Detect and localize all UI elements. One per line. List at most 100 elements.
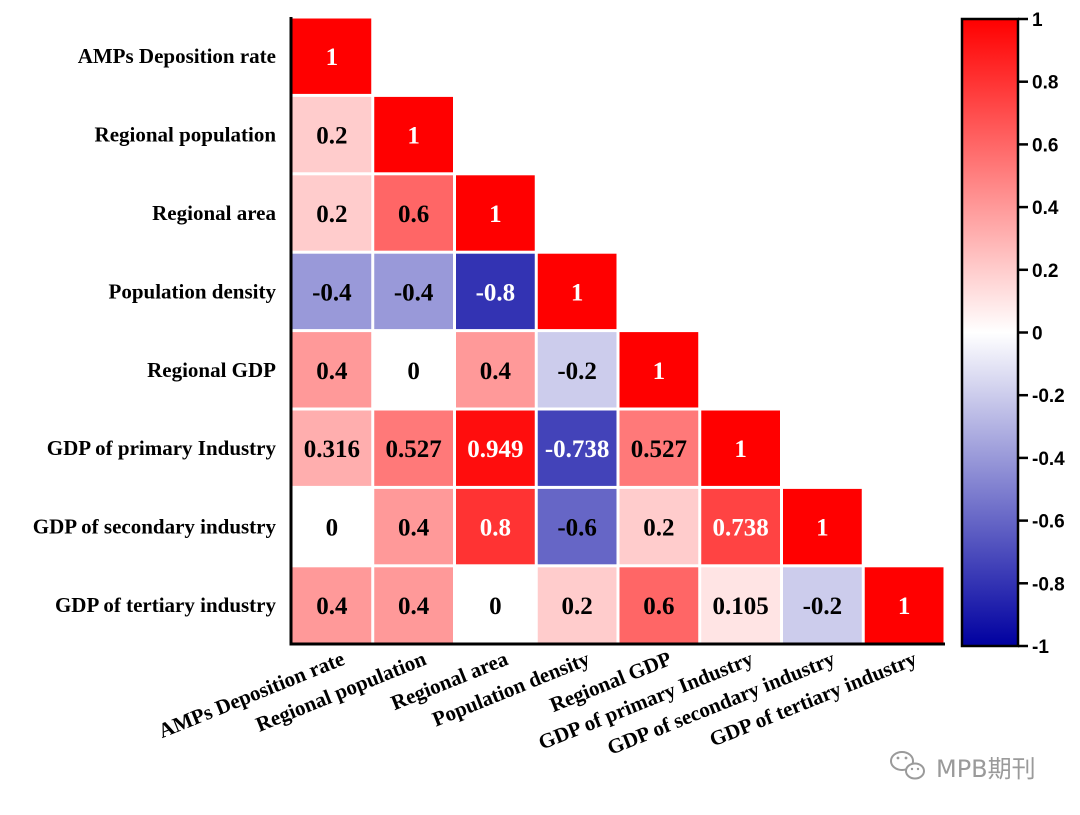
heatmap-cell [374, 488, 453, 565]
heatmap-cell [374, 253, 453, 330]
colorbar-tick-label: 0.2 [1032, 261, 1058, 282]
heatmap-cell [701, 410, 780, 486]
row-label: Regional GDP [147, 358, 276, 382]
heatmap-cell [292, 332, 372, 408]
cell-value-label: -0.2 [557, 358, 597, 385]
cell-value-label: 0.4 [316, 593, 348, 620]
cell-value-label: 0.4 [316, 358, 348, 385]
cell-value-label: 0.4 [480, 358, 512, 385]
row-label: AMPs Deposition rate [78, 44, 276, 68]
cell-value-label: -0.8 [476, 279, 516, 306]
heatmap-cell [292, 18, 372, 94]
cell-value-label: 0.6 [398, 201, 429, 228]
colorbar-tick-label: 1 [1032, 10, 1043, 31]
heatmap-cell [292, 567, 372, 643]
heatmap-cell [537, 488, 617, 565]
colorbar-tick-label: -1 [1032, 637, 1049, 658]
colorbar-tick-label: -0.8 [1032, 574, 1065, 595]
cell-value-label: 0 [407, 358, 420, 385]
heatmap-cell [374, 175, 453, 251]
heatmap-cells: 1 0.2 1 0.2 0.6 1 -0.4 -0.4 -0.8 1 0.4 0 0.4 -0.2 1 0.3… [292, 18, 944, 643]
row-label: Regional area [152, 201, 276, 225]
row-label: GDP of primary Industry [47, 436, 277, 460]
row-label: GDP of secondary industry [33, 515, 277, 539]
heatmap-cell [292, 488, 372, 565]
cell-value-label: 0.6 [643, 593, 674, 620]
heatmap-cell [619, 410, 699, 486]
watermark: MPB期刊 [890, 751, 1036, 783]
cell-value-label: 0.316 [304, 436, 360, 463]
row-labels: AMPs Deposition rate Regional population R… [33, 44, 277, 617]
heatmap-cell [456, 253, 535, 330]
cell-value-label: 0.2 [643, 515, 674, 542]
colorbar-tick-label: 0.6 [1032, 135, 1058, 156]
heatmap-cell [537, 567, 617, 643]
heatmap-cell [701, 567, 780, 643]
heatmap-cell [374, 96, 453, 173]
heatmap-cell [292, 96, 372, 173]
heatmap-cell [864, 567, 944, 643]
heatmap-cell [456, 567, 535, 643]
colorbar-tick-label: 0.8 [1032, 73, 1058, 94]
heatmap-cell [619, 567, 699, 643]
heatmap-cell [619, 332, 699, 408]
cell-value-label: 0.949 [467, 436, 523, 463]
colorbar-tick-label: -0.6 [1032, 512, 1065, 533]
heatmap-cell [456, 175, 535, 251]
colorbar-ticks: 1 0.8 0.6 0.4 0.2 0 -0.2 -0.4 -0.6 -0.8 -1 [1018, 10, 1065, 658]
cell-value-label: 0.8 [480, 515, 511, 542]
cell-value-label: 0.527 [386, 436, 442, 463]
heatmap-cell [292, 175, 372, 251]
axis-lines [289, 17, 945, 646]
heatmap-cell [537, 253, 617, 330]
cell-value-label: 0 [326, 515, 339, 542]
cell-value-label: 1 [489, 201, 502, 228]
heatmap-cell [374, 567, 453, 643]
colorbar-tick-label: -0.2 [1032, 386, 1065, 407]
cell-value-label: -0.4 [312, 279, 352, 306]
cell-value-label: 0.2 [316, 123, 347, 150]
watermark-text: MPB期刊 [936, 755, 1036, 783]
cell-value-label: 0.527 [631, 436, 687, 463]
cell-value-label: 1 [653, 358, 666, 385]
colorbar-tick-label: 0.4 [1032, 198, 1059, 219]
cell-value-label: 0.105 [713, 593, 769, 620]
cell-value-label: 1 [816, 515, 829, 542]
heatmap-cell [537, 410, 617, 486]
heatmap-cell [783, 567, 862, 643]
heatmap-cell [292, 253, 372, 330]
heatmap-cell [783, 488, 862, 565]
wechat-icon [890, 751, 925, 780]
colorbar [960, 17, 1020, 648]
heatmap-cell [456, 332, 535, 408]
heatmap-cell [456, 410, 535, 486]
cell-value-label: 0.2 [316, 201, 347, 228]
cell-value-label: 0.4 [398, 593, 430, 620]
cell-value-label: 1 [407, 123, 420, 150]
cell-value-label: -0.2 [803, 593, 843, 620]
colorbar-tick-label: -0.4 [1032, 449, 1065, 470]
heatmap-cell [456, 488, 535, 565]
cell-value-label: 0 [489, 593, 502, 620]
cell-value-label: 1 [734, 436, 747, 463]
row-label: Regional population [95, 123, 277, 147]
heatmap-cell [292, 410, 372, 486]
cell-value-label: -0.738 [545, 436, 610, 463]
cell-value-label: -0.4 [394, 279, 434, 306]
cell-value-label: 0.738 [713, 515, 769, 542]
cell-value-label: 1 [898, 593, 911, 620]
heatmap-cell [701, 488, 780, 565]
colorbar-tick-label: 0 [1032, 324, 1043, 345]
cell-value-label: -0.6 [557, 515, 597, 542]
cell-value-label: 0.4 [398, 515, 430, 542]
heatmap-cell [374, 332, 453, 408]
heatmap-cell [619, 488, 699, 565]
heatmap-cell [537, 332, 617, 408]
row-label: Population density [109, 279, 277, 303]
heatmap-cell [374, 410, 453, 486]
cell-value-label: 1 [571, 279, 584, 306]
row-label: GDP of tertiary industry [55, 593, 277, 617]
cell-value-label: 0.2 [562, 593, 593, 620]
